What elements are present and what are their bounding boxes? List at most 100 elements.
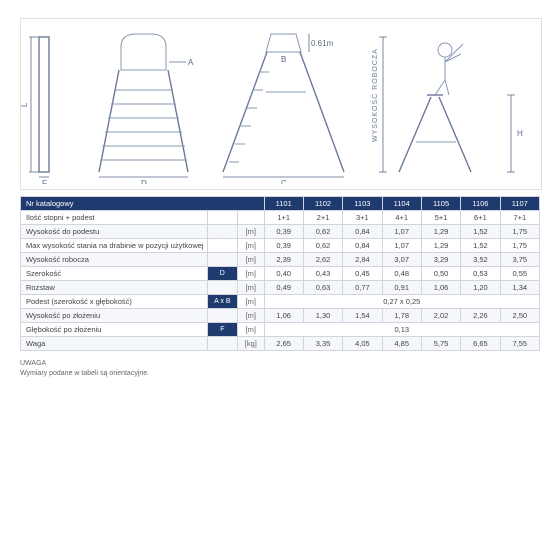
row-value: 0,84 (343, 225, 382, 239)
row-value: 0,55 (500, 267, 539, 281)
row-value: 1,52 (461, 239, 500, 253)
row-value: 1,07 (382, 225, 421, 239)
row-value-span: 0,27 x 0,25 (264, 295, 539, 309)
row-value: 1+1 (264, 211, 303, 225)
dim-L: L (21, 102, 29, 107)
row-value: 1,29 (421, 239, 460, 253)
row-value: 0,63 (303, 281, 342, 295)
row-value: 1,34 (500, 281, 539, 295)
row-label: Szerokość (21, 267, 208, 281)
row-value: 4+1 (382, 211, 421, 225)
note-line1: UWAGA (20, 359, 540, 369)
row-value: 7,55 (500, 337, 539, 351)
row-value: 0,49 (264, 281, 303, 295)
row-unit: [m] (238, 239, 264, 253)
row-label: Waga (21, 337, 208, 351)
header-col: 1101 (264, 197, 303, 211)
row-value: 3,75 (500, 253, 539, 267)
dim-B: B (281, 55, 286, 64)
row-value: 2,84 (343, 253, 382, 267)
table-row: Ilość stopni + podest1+12+13+14+15+16+17… (21, 211, 540, 225)
row-unit: [m] (238, 267, 264, 281)
row-value: 0,77 (343, 281, 382, 295)
dim-A: A (188, 58, 194, 67)
row-value: 2,26 (461, 309, 500, 323)
dim-C: C (281, 179, 287, 184)
row-value: 3,52 (461, 253, 500, 267)
row-value: 0,84 (343, 239, 382, 253)
row-symbol (207, 253, 238, 267)
table-head: Nr katalogowy110111021103110411051106110… (21, 197, 540, 211)
row-value: 1,75 (500, 225, 539, 239)
row-label: Wysokość robocza (21, 253, 208, 267)
row-label: Wysokość po złożeniu (21, 309, 208, 323)
working-height-label: WYSOKOŚĆ ROBOCZA (370, 48, 379, 142)
row-value: 2,50 (500, 309, 539, 323)
row-value: 0,53 (461, 267, 500, 281)
row-value: 1,78 (382, 309, 421, 323)
row-value: 3+1 (343, 211, 382, 225)
table-row: Max wysokość stania na drabinie w pozycj… (21, 239, 540, 253)
row-value: 1,54 (343, 309, 382, 323)
row-label: Podest (szerokość x głębokość) (21, 295, 208, 309)
row-label: Ilość stopni + podest (21, 211, 208, 225)
row-symbol: D (207, 267, 238, 281)
row-symbol: C (207, 281, 238, 295)
table-row: RozstawC[m]0,490,630,770,911,061,201,34 (21, 281, 540, 295)
row-value: 2,39 (264, 253, 303, 267)
table-row: Głębokość po złożeniuF[m]0,13 (21, 323, 540, 337)
row-unit (238, 211, 264, 225)
row-value: 0,45 (343, 267, 382, 281)
table-body: Ilość stopni + podest1+12+13+14+15+16+17… (21, 211, 540, 351)
header-col: 1106 (461, 197, 500, 211)
page: L F A D (0, 0, 560, 397)
row-value: 0,40 (264, 267, 303, 281)
row-value: 0,48 (382, 267, 421, 281)
dim-D: D (141, 179, 147, 184)
row-value: 7+1 (500, 211, 539, 225)
row-label: Max wysokość stania na drabinie w pozycj… (21, 239, 208, 253)
table-row: Wysokość po złożeniuL[m]1,061,301,541,78… (21, 309, 540, 323)
dim-061: 0.61m (311, 39, 334, 48)
header-col: 1103 (343, 197, 382, 211)
row-value: 1,52 (461, 225, 500, 239)
row-value: 1,29 (421, 225, 460, 239)
header-col: 1102 (303, 197, 342, 211)
row-value: 0,39 (264, 239, 303, 253)
row-unit: [m] (238, 295, 264, 309)
row-value-span: 0,13 (264, 323, 539, 337)
row-value: 4,05 (343, 337, 382, 351)
row-value: 1,06 (421, 281, 460, 295)
row-value: 0,43 (303, 267, 342, 281)
row-value: 0,91 (382, 281, 421, 295)
row-symbol: L (207, 309, 238, 323)
row-value: 5+1 (421, 211, 460, 225)
row-value: 2+1 (303, 211, 342, 225)
note: UWAGA Wymiary podane w tabeli są orienta… (20, 359, 540, 379)
row-value: 2,02 (421, 309, 460, 323)
spec-table: Nr katalogowy110111021103110411051106110… (20, 196, 540, 351)
row-value: 1,20 (461, 281, 500, 295)
table-row: SzerokośćD[m]0,400,430,450,480,500,530,5… (21, 267, 540, 281)
row-label: Głębokość po złożeniu (21, 323, 208, 337)
row-value: 5,75 (421, 337, 460, 351)
row-value: 2,62 (303, 253, 342, 267)
header-col: 1107 (500, 197, 539, 211)
header-first: Nr katalogowy (21, 197, 265, 211)
dim-H: H (517, 129, 523, 138)
row-value: 1,75 (500, 239, 539, 253)
row-value: 3,35 (303, 337, 342, 351)
row-value: 2,65 (264, 337, 303, 351)
header-col: 1105 (421, 197, 460, 211)
diagram-svg: L F A D (21, 24, 541, 184)
row-value: 0,39 (264, 225, 303, 239)
row-label: Rozstaw (21, 281, 208, 295)
row-symbol (207, 337, 238, 351)
row-label: Wysokość do podestu (21, 225, 208, 239)
row-unit: [kg] (238, 337, 264, 351)
row-unit: [m] (238, 281, 264, 295)
row-unit: [m] (238, 225, 264, 239)
row-value: 1,30 (303, 309, 342, 323)
header-col: 1104 (382, 197, 421, 211)
row-value: 1,06 (264, 309, 303, 323)
